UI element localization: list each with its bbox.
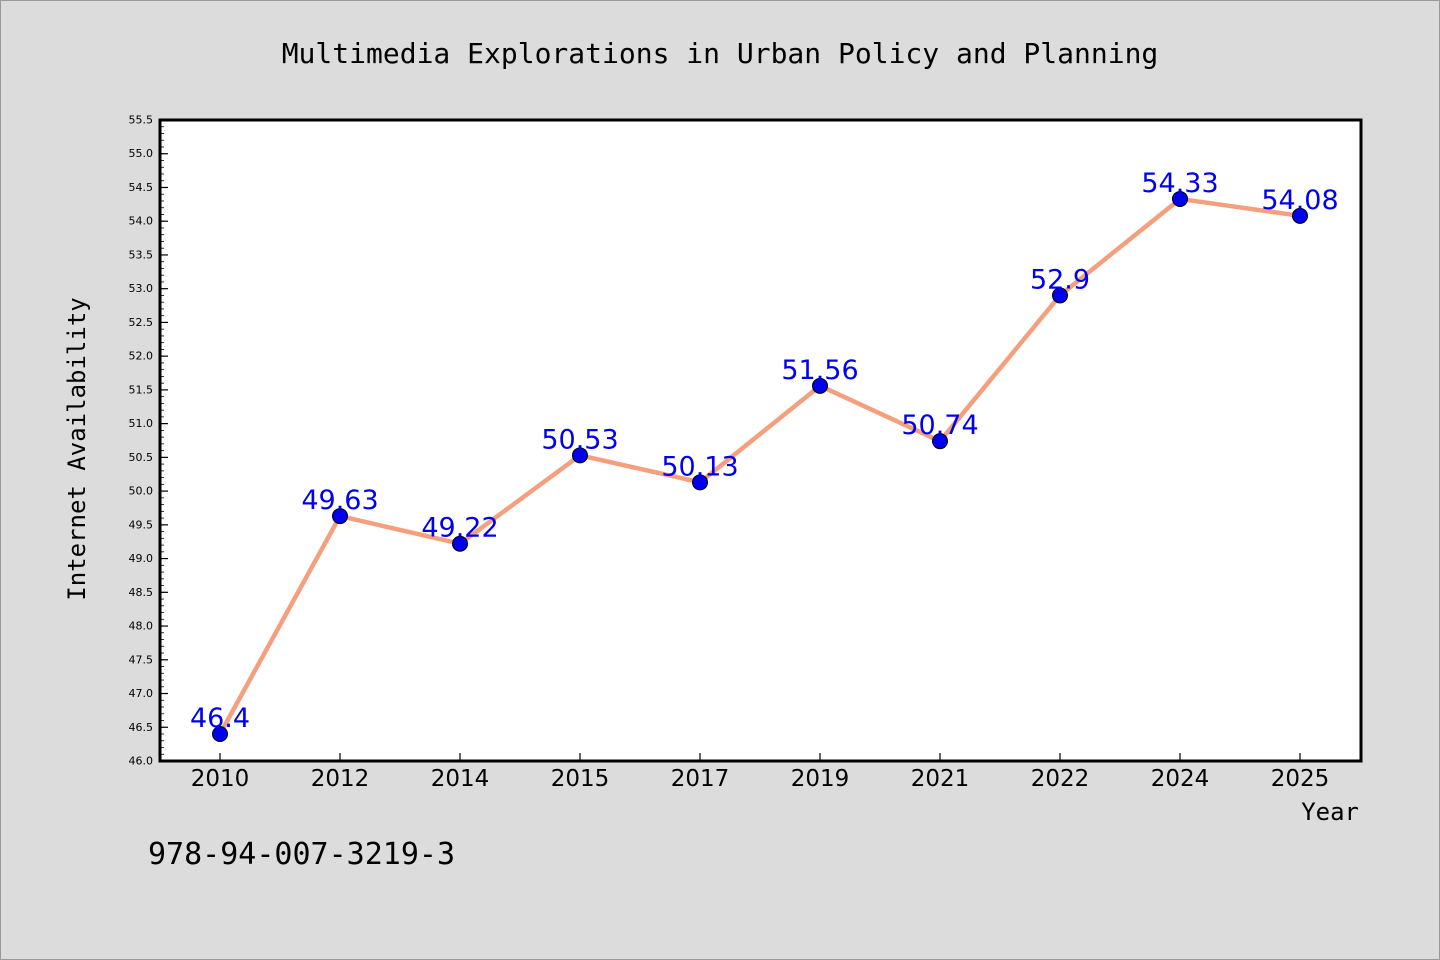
y-tick-label: 49.5 — [129, 518, 154, 531]
data-point — [212, 726, 228, 743]
y-tick-label: 51.5 — [129, 383, 154, 396]
data-point — [572, 447, 588, 464]
y-tick-label: 54.5 — [129, 181, 154, 194]
y-tick-label: 48.5 — [129, 586, 154, 599]
x-tick-label: 2012 — [311, 766, 370, 792]
y-axis-label: Internet Availability — [63, 297, 91, 600]
data-label: 49.22 — [421, 513, 498, 544]
y-tick-label: 55.0 — [129, 147, 154, 160]
data-label: 50.13 — [661, 451, 738, 482]
data-label: 54.33 — [1141, 168, 1218, 199]
y-tick-label: 52.0 — [129, 350, 154, 363]
x-axis: 2010 2012 2014 2015 2017 2019 2021 2022 2024 2025 — [191, 753, 1330, 792]
y-axis: 46.0 46.5 47.0 47.5 48.0 48.5 49.0 49.5 50.0 50.5… — [129, 114, 168, 768]
y-tick-label: 52.5 — [129, 316, 154, 329]
y-tick-label: 49.0 — [129, 552, 154, 565]
x-tick-label: 2014 — [431, 766, 490, 792]
x-tick-label: 2021 — [911, 766, 970, 792]
data-label: 52.9 — [1030, 264, 1090, 295]
x-tick-label: 2022 — [1031, 766, 1090, 792]
chart-title: Multimedia Explorations in Urban Policy … — [282, 37, 1159, 70]
y-tick-label: 47.5 — [129, 653, 154, 666]
data-point — [1172, 190, 1188, 207]
data-label: 49.63 — [301, 485, 378, 516]
y-tick-label: 46.0 — [129, 755, 154, 768]
data-point — [452, 535, 468, 552]
y-tick-label: 50.5 — [129, 451, 154, 464]
plot-area — [158, 118, 1363, 763]
x-tick-label: 2025 — [1271, 766, 1330, 792]
x-tick-label: 2010 — [191, 766, 250, 792]
y-tick-label: 53.0 — [129, 282, 154, 295]
isbn-text: 978-94-007-3219-3 — [148, 837, 455, 872]
data-point — [332, 508, 348, 525]
y-tick-label: 54.0 — [129, 215, 154, 228]
y-tick-label: 55.5 — [129, 114, 154, 127]
series-line — [217, 196, 1303, 737]
y-tick-label: 46.5 — [129, 721, 154, 734]
y-tick-label: 53.5 — [129, 248, 154, 261]
data-label: 50.74 — [901, 410, 978, 441]
y-tick-label: 47.0 — [129, 687, 154, 700]
data-point — [1292, 207, 1308, 224]
x-tick-label: 2024 — [1151, 766, 1210, 792]
data-label: 51.56 — [781, 355, 858, 386]
series-internet-availability: 46.4 49.63 49.22 50.53 50.13 51.56 50.74 52.9 54… — [190, 168, 1339, 743]
y-tick-label: 48.0 — [129, 620, 154, 633]
data-label: 50.53 — [541, 424, 618, 455]
y-tick-label: 51.0 — [129, 417, 154, 430]
x-tick-label: 2017 — [671, 766, 730, 792]
x-axis-label: Year — [1301, 798, 1359, 826]
data-label: 46.4 — [190, 703, 250, 734]
data-label: 54.08 — [1261, 185, 1338, 216]
y-tick-label: 50.0 — [129, 485, 154, 498]
x-tick-label: 2015 — [551, 766, 610, 792]
data-point — [932, 433, 948, 450]
x-tick-label: 2019 — [791, 766, 850, 792]
data-point — [812, 377, 828, 394]
data-point — [1052, 287, 1068, 304]
data-point — [692, 474, 708, 491]
